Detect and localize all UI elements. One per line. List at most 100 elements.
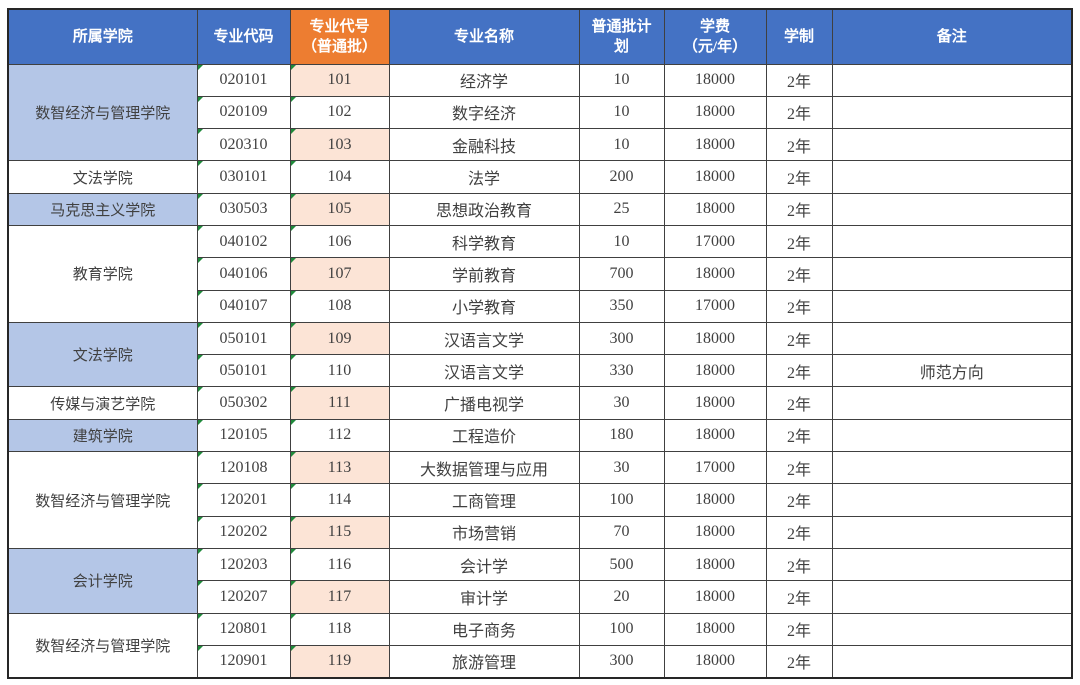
cell-college[interactable]: 教育学院: [7, 224, 198, 323]
cell-plan[interactable]: 30: [578, 451, 665, 485]
cell-duration[interactable]: 2年: [765, 547, 833, 582]
cell-remark[interactable]: [831, 483, 1073, 517]
cell-major-code[interactable]: 120201: [196, 483, 291, 517]
cell-remark[interactable]: [831, 451, 1073, 485]
cell-major-code[interactable]: 120108: [196, 451, 291, 485]
cell-major-name[interactable]: 汉语言文学: [388, 321, 580, 356]
cell-major-name[interactable]: 数字经济: [388, 95, 580, 130]
cell-tuition[interactable]: 18000: [663, 321, 767, 356]
cell-major-name[interactable]: 经济学: [388, 63, 580, 97]
cell-major-name[interactable]: 工商管理: [388, 483, 580, 517]
cell-major-code[interactable]: 040107: [196, 289, 291, 323]
cell-remark[interactable]: [831, 580, 1073, 614]
cell-major-name[interactable]: 科学教育: [388, 224, 580, 259]
cell-duration[interactable]: 2年: [765, 160, 833, 194]
cell-plan[interactable]: 200: [578, 160, 665, 194]
cell-remark[interactable]: 师范方向: [831, 354, 1073, 388]
cell-major-code[interactable]: 050101: [196, 354, 291, 388]
cell-major-name[interactable]: 电子商务: [388, 612, 580, 646]
cell-major-name[interactable]: 市场营销: [388, 515, 580, 549]
cell-major-number[interactable]: 119: [289, 644, 390, 679]
cell-major-code[interactable]: 020101: [196, 63, 291, 97]
cell-duration[interactable]: 2年: [765, 224, 833, 259]
cell-remark[interactable]: [831, 63, 1073, 97]
cell-tuition[interactable]: 17000: [663, 289, 767, 323]
cell-tuition[interactable]: 18000: [663, 354, 767, 388]
cell-plan[interactable]: 300: [578, 644, 665, 679]
cell-tuition[interactable]: 18000: [663, 95, 767, 130]
cell-major-name[interactable]: 法学: [388, 160, 580, 194]
cell-college[interactable]: 会计学院: [7, 547, 198, 614]
cell-plan[interactable]: 30: [578, 386, 665, 420]
cell-remark[interactable]: [831, 128, 1073, 162]
column-header-major-number[interactable]: 专业代号 （普通批）: [289, 8, 390, 65]
cell-college[interactable]: 数智经济与管理学院: [7, 612, 198, 679]
cell-plan[interactable]: 100: [578, 483, 665, 517]
cell-duration[interactable]: 2年: [765, 354, 833, 388]
cell-remark[interactable]: [831, 321, 1073, 356]
cell-major-code[interactable]: 020109: [196, 95, 291, 130]
cell-plan[interactable]: 100: [578, 612, 665, 646]
cell-major-code[interactable]: 040102: [196, 224, 291, 259]
cell-remark[interactable]: [831, 289, 1073, 323]
cell-plan[interactable]: 180: [578, 418, 665, 453]
cell-major-name[interactable]: 旅游管理: [388, 644, 580, 679]
cell-duration[interactable]: 2年: [765, 321, 833, 356]
cell-major-code[interactable]: 120801: [196, 612, 291, 646]
cell-college[interactable]: 建筑学院: [7, 418, 198, 453]
cell-major-name[interactable]: 汉语言文学: [388, 354, 580, 388]
cell-duration[interactable]: 2年: [765, 128, 833, 162]
cell-duration[interactable]: 2年: [765, 644, 833, 679]
cell-remark[interactable]: [831, 95, 1073, 130]
cell-major-name[interactable]: 会计学: [388, 547, 580, 582]
cell-major-number[interactable]: 102: [289, 95, 390, 130]
column-header-college[interactable]: 所属学院: [7, 8, 198, 65]
cell-college[interactable]: 文法学院: [7, 321, 198, 388]
cell-college[interactable]: 数智经济与管理学院: [7, 63, 198, 162]
column-header-major-code[interactable]: 专业代码: [196, 8, 291, 65]
cell-plan[interactable]: 25: [578, 192, 665, 226]
cell-major-name[interactable]: 小学教育: [388, 289, 580, 323]
cell-plan[interactable]: 20: [578, 580, 665, 614]
cell-major-number[interactable]: 112: [289, 418, 390, 453]
cell-tuition[interactable]: 18000: [663, 63, 767, 97]
cell-plan[interactable]: 330: [578, 354, 665, 388]
cell-major-number[interactable]: 117: [289, 580, 390, 614]
cell-major-number[interactable]: 118: [289, 612, 390, 646]
cell-plan[interactable]: 10: [578, 63, 665, 97]
column-header-major-name[interactable]: 专业名称: [388, 8, 580, 65]
cell-major-code[interactable]: 050302: [196, 386, 291, 420]
cell-major-code[interactable]: 120203: [196, 547, 291, 582]
cell-plan[interactable]: 10: [578, 128, 665, 162]
cell-remark[interactable]: [831, 192, 1073, 226]
cell-remark[interactable]: [831, 644, 1073, 679]
cell-duration[interactable]: 2年: [765, 451, 833, 485]
cell-remark[interactable]: [831, 612, 1073, 646]
cell-major-code[interactable]: 120207: [196, 580, 291, 614]
cell-major-name[interactable]: 思想政治教育: [388, 192, 580, 226]
column-header-remarks[interactable]: 备注: [831, 8, 1073, 65]
cell-remark[interactable]: [831, 418, 1073, 453]
cell-tuition[interactable]: 18000: [663, 160, 767, 194]
cell-tuition[interactable]: 18000: [663, 386, 767, 420]
cell-tuition[interactable]: 18000: [663, 192, 767, 226]
cell-duration[interactable]: 2年: [765, 95, 833, 130]
cell-remark[interactable]: [831, 515, 1073, 549]
cell-tuition[interactable]: 18000: [663, 547, 767, 582]
cell-major-number[interactable]: 101: [289, 63, 390, 97]
cell-duration[interactable]: 2年: [765, 515, 833, 549]
cell-duration[interactable]: 2年: [765, 418, 833, 453]
cell-remark[interactable]: [831, 160, 1073, 194]
cell-major-code[interactable]: 120901: [196, 644, 291, 679]
cell-college[interactable]: 传媒与演艺学院: [7, 386, 198, 420]
cell-remark[interactable]: [831, 224, 1073, 259]
cell-major-code[interactable]: 120202: [196, 515, 291, 549]
cell-college[interactable]: 文法学院: [7, 160, 198, 194]
cell-major-name[interactable]: 大数据管理与应用: [388, 451, 580, 485]
cell-duration[interactable]: 2年: [765, 483, 833, 517]
cell-major-number[interactable]: 105: [289, 192, 390, 226]
cell-major-number[interactable]: 108: [289, 289, 390, 323]
cell-tuition[interactable]: 17000: [663, 451, 767, 485]
column-header-tuition[interactable]: 学费 （元/年）: [663, 8, 767, 65]
cell-plan[interactable]: 10: [578, 95, 665, 130]
